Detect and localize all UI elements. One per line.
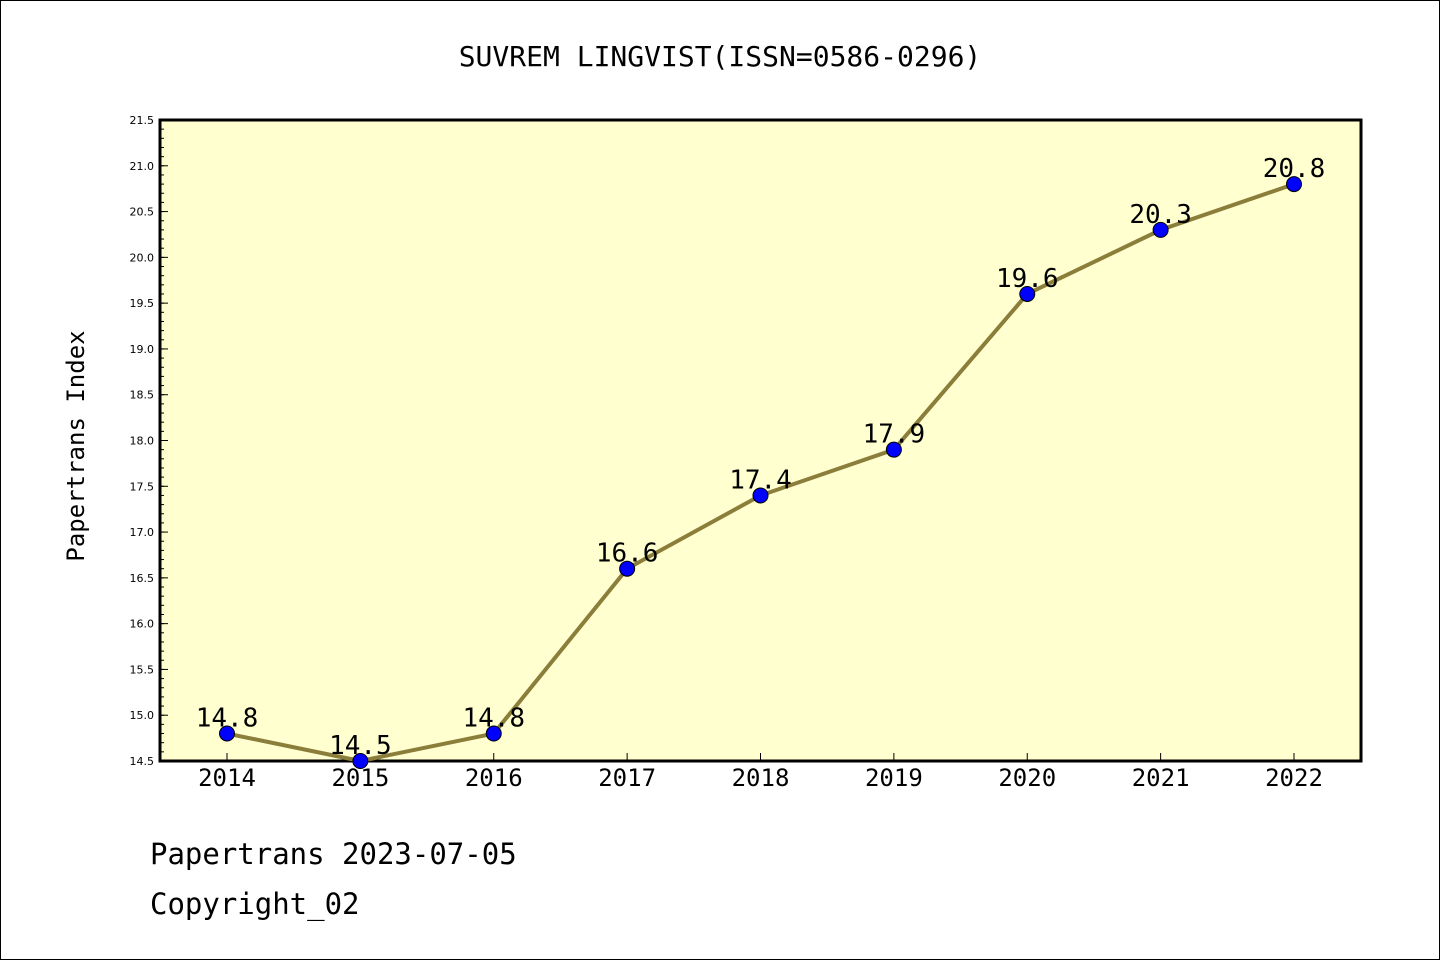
data-label: 14.8	[462, 704, 525, 734]
y-tick-label: 18.5	[130, 389, 155, 402]
data-label: 19.6	[996, 264, 1059, 294]
data-label: 20.8	[1263, 154, 1326, 184]
data-label: 14.5	[329, 731, 392, 761]
data-label: 16.6	[596, 539, 659, 569]
y-tick-label: 15.5	[130, 663, 155, 676]
y-tick-label: 20.5	[130, 206, 155, 219]
y-tick-label: 21.0	[130, 160, 155, 173]
y-tick-label: 18.0	[130, 435, 155, 448]
data-point	[752, 487, 769, 504]
data-point	[1019, 285, 1036, 302]
y-tick-label: 17.0	[130, 526, 155, 539]
data-point	[885, 441, 902, 458]
y-tick-label: 20.0	[130, 251, 155, 264]
footer-date: Papertrans 2023-07-05	[150, 837, 517, 871]
data-label: 20.3	[1129, 200, 1192, 230]
data-markers	[219, 176, 1302, 769]
y-tick-label: 16.0	[130, 618, 155, 631]
chart-title: SUVREM LINGVIST(ISSN=0586-0296)	[459, 40, 982, 73]
y-tick-label: 19.5	[130, 297, 155, 310]
data-label: 14.8	[196, 704, 259, 734]
x-axis: 2014 2015 2016 2017 2018 2019 2020 2021 2022	[198, 753, 1323, 792]
x-tick-label: 2021	[1132, 764, 1190, 792]
data-point	[619, 560, 636, 577]
y-tick-label: 19.0	[130, 343, 155, 356]
x-tick-label: 2022	[1265, 764, 1323, 792]
x-tick-label: 2017	[598, 764, 656, 792]
footer-copyright: Copyright_02	[150, 887, 360, 922]
data-point	[352, 753, 369, 769]
data-point	[1152, 221, 1169, 238]
x-tick-label: 2019	[865, 764, 923, 792]
data-label: 17.4	[729, 465, 792, 495]
y-tick-label: 16.5	[130, 572, 155, 585]
y-tick-label: 14.5	[130, 755, 155, 768]
data-point	[1286, 176, 1302, 193]
data-labels: 14.8 14.5 14.8 16.6 17.4 17.9 19.6 20.3 20.8	[196, 154, 1326, 761]
data-label: 17.9	[863, 420, 926, 450]
y-axis: 14.5 15.0 15.5 16.0 16.5 17.0 17.5 18.0 18.5 19.0…	[130, 114, 168, 768]
data-point	[219, 725, 235, 742]
y-tick-label: 17.5	[130, 480, 155, 493]
y-tick-label: 15.0	[130, 709, 155, 722]
x-tick-label: 2016	[465, 764, 523, 792]
y-axis-label: Papertrans Index	[62, 330, 90, 561]
x-tick-label: 2014	[198, 764, 256, 792]
y-tick-label: 21.5	[130, 114, 155, 127]
x-tick-label: 2020	[998, 764, 1056, 792]
data-point	[485, 725, 502, 742]
x-tick-label: 2018	[732, 764, 790, 792]
